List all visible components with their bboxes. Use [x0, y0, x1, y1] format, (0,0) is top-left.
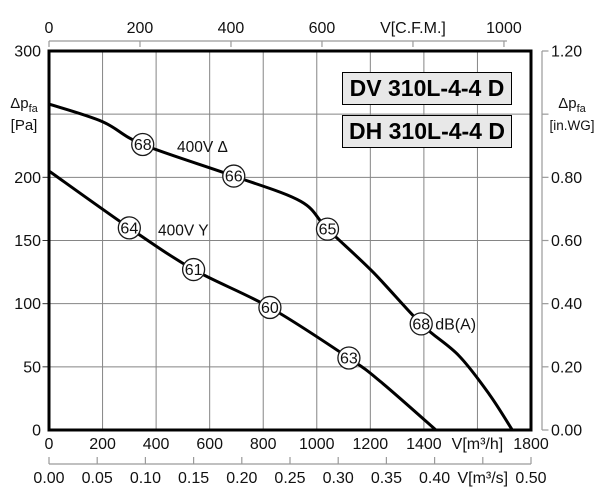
bottom2-axis-tick-label: 0.15 [178, 470, 209, 487]
left-axis-tick-label: 200 [14, 170, 41, 187]
noise-marker-value: 61 [185, 262, 203, 279]
bottom-axis-tick-label: 0 [45, 436, 54, 453]
noise-marker-value: 68 [134, 137, 152, 154]
noise-marker-circle [337, 346, 361, 370]
right-axis-tick-label: 0.40 [551, 296, 582, 313]
bottom-axis-tick-label: 600 [196, 436, 223, 453]
noise-marker-circle [222, 164, 246, 188]
bottom2-axis-tick-label: 0.50 [515, 470, 546, 487]
noise-unit-label: dB(A) [435, 316, 476, 333]
noise-marker-value: 68 [412, 316, 430, 333]
bottom2-axis-tick-label: 0.35 [371, 470, 402, 487]
model-label-dh: DH 310L-4-4 D [342, 115, 512, 148]
left-axis-tick-label: 300 [14, 44, 41, 61]
curve-label: 400V Y [158, 222, 209, 239]
left-axis-title: Δpfa [10, 95, 38, 115]
model-label-dv: DV 310L-4-4 D [342, 72, 512, 105]
top-axis-tick-label: 200 [127, 20, 154, 37]
curve-delta [48, 102, 514, 431]
bottom-axis-tick-label: 200 [89, 436, 116, 453]
bottom-axis-tick-label: 1000 [299, 436, 335, 453]
right-axis-title: Δpfa [558, 95, 586, 115]
noise-marker-value: 60 [261, 300, 279, 317]
top-axis-tick-label: 600 [309, 20, 336, 37]
plot-border [47, 49, 533, 432]
bottom2-axis-tick-label: 0.00 [33, 470, 64, 487]
noise-marker-circle [131, 132, 155, 157]
bottom2-axis-tick-label: 0.10 [130, 470, 161, 487]
right-axis-title-unit: [in.WG] [549, 118, 594, 133]
left-axis-tick-label: 150 [14, 233, 41, 250]
noise-marker-value: 65 [319, 222, 337, 239]
bottom2-axis-tick-label: 0.25 [274, 470, 305, 487]
top-axis-tick-label: 400 [218, 20, 245, 37]
bottom-axis-tick-label: 1400 [406, 436, 442, 453]
noise-marker-circle [258, 295, 282, 320]
top-axis-tick-label: 0 [45, 20, 54, 37]
bottom2-axis-tick-label: 0.20 [226, 470, 257, 487]
left-axis-tick-label: 0 [32, 423, 41, 440]
right-axis-tick-label: 0.00 [551, 423, 582, 440]
noise-marker-circle [315, 217, 340, 241]
curve-wye [48, 169, 437, 432]
noise-marker-value: 63 [340, 350, 358, 367]
bottom-axis-tick-label: 800 [250, 436, 277, 453]
left-axis-title-unit: [Pa] [11, 117, 38, 134]
left-axis-tick-label: 100 [14, 296, 41, 313]
noise-marker-value: 64 [120, 220, 138, 237]
top-axis-tick-label: 1000 [486, 20, 522, 37]
left-axis-tick-label: 50 [23, 359, 41, 376]
bottom-axis-tick-label: V[m³/h] [452, 436, 504, 453]
right-axis-tick-label: 0.80 [551, 170, 582, 187]
bottom2-axis-tick-label: 0.30 [323, 470, 354, 487]
right-axis-tick-label: 0.20 [551, 359, 582, 376]
bottom-axis-tick-label: 1800 [513, 436, 549, 453]
noise-marker-circle [181, 257, 206, 282]
noise-marker-circle [409, 312, 433, 336]
curve-label: 400V Δ [177, 139, 228, 156]
top-axis-tick-label: V[C.F.M.] [380, 20, 446, 37]
right-axis-tick-label: 1.20 [551, 44, 582, 61]
noise-marker-circle [117, 216, 141, 240]
bottom-axis-tick-label: 400 [143, 436, 170, 453]
bottom2-axis-tick-label: V[m³/s] [457, 470, 508, 487]
bottom2-axis-tick-label: 0.05 [82, 470, 113, 487]
bottom2-axis-tick-label: 0.40 [419, 470, 450, 487]
noise-marker-value: 66 [225, 169, 243, 186]
right-axis-tick-label: 0.60 [551, 233, 582, 250]
bottom-axis-tick-label: 1200 [353, 436, 389, 453]
